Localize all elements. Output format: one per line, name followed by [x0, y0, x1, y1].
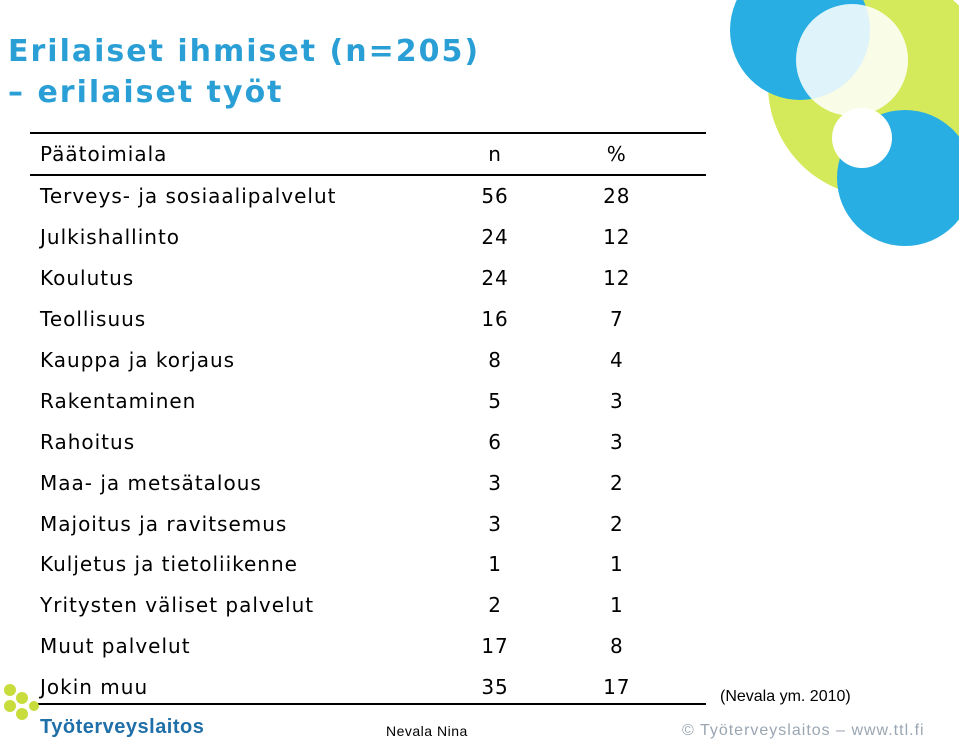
table-row: Teollisuus 16 7	[30, 299, 706, 340]
page-subtitle: – erilaiset työt	[8, 75, 284, 110]
copyright-link[interactable]: © Työterveyslaitos – www.ttl.fi	[682, 722, 925, 739]
row-percent: 4	[609, 348, 624, 372]
table-row: Jokin muu 35 17	[30, 667, 706, 708]
header-industry: Päätoimiala	[40, 142, 168, 166]
green-circle	[768, 0, 959, 197]
table-header-row: Päätoimiala n %	[30, 133, 706, 175]
table-row: Kuljetus ja tietoliikenne 1 1	[30, 544, 706, 585]
row-percent: 3	[609, 429, 624, 454]
row-name: Jokin muu	[40, 675, 149, 700]
row-percent: 1	[609, 593, 624, 618]
row-percent: 2	[609, 470, 624, 495]
row-percent: 12	[603, 266, 631, 291]
row-n: 56	[481, 184, 509, 209]
page-title: Erilaiset ihmiset (n=205)	[8, 34, 481, 69]
row-percent: 8	[609, 634, 624, 659]
row-percent: 12	[603, 225, 631, 250]
row-n: 24	[481, 266, 509, 291]
author-name: Nevala Nina	[386, 723, 468, 739]
white-overlap-circle	[796, 4, 908, 116]
row-n: 24	[481, 225, 509, 250]
row-n: 6	[488, 429, 502, 454]
row-percent: 1	[609, 552, 624, 577]
row-name: Rahoitus	[40, 429, 136, 454]
table-row: Rahoitus 6 3	[30, 421, 706, 462]
table-row: Rakentaminen 5 3	[30, 380, 706, 421]
row-name: Majoitus ja ravitsemus	[40, 511, 288, 536]
small-white-circle	[832, 108, 892, 168]
table-row: Koulutus 24 12	[30, 258, 706, 299]
row-percent: 17	[603, 675, 631, 700]
industry-table: Päätoimiala n % Terveys- ja sosiaalipalv…	[30, 132, 706, 708]
row-n: 8	[488, 348, 502, 372]
row-n: 3	[488, 470, 502, 495]
logo-text: Työterveyslaitos	[40, 716, 205, 738]
row-name: Kuljetus ja tietoliikenne	[40, 552, 298, 577]
table-row: Majoitus ja ravitsemus 3 2	[30, 503, 706, 544]
ttl-logo-icon	[4, 684, 39, 720]
row-percent: 3	[609, 388, 624, 413]
row-n: 2	[488, 593, 502, 618]
row-n: 5	[488, 388, 502, 413]
table-row: Maa- ja metsätalous 3 2	[30, 462, 706, 503]
row-percent: 7	[609, 307, 624, 332]
header-percent: %	[606, 142, 627, 166]
row-n: 3	[488, 511, 502, 536]
header-n: n	[488, 142, 502, 166]
row-name: Yritysten väliset palvelut	[40, 593, 315, 618]
row-name: Muut palvelut	[40, 634, 191, 659]
table-bottom-rule	[30, 703, 706, 705]
table-row: Muut palvelut 17 8	[30, 626, 706, 667]
row-name: Terveys- ja sosiaalipalvelut	[40, 184, 337, 209]
row-name: Julkishallinto	[40, 225, 181, 250]
row-name: Teollisuus	[40, 307, 147, 332]
row-n: 16	[481, 307, 509, 332]
source-citation: (Nevala ym. 2010)	[720, 688, 851, 705]
table-row: Terveys- ja sosiaalipalvelut 56 28	[30, 175, 706, 217]
row-n: 35	[481, 675, 509, 700]
table-row: Julkishallinto 24 12	[30, 217, 706, 258]
row-name: Koulutus	[40, 266, 135, 291]
table-row: Yritysten väliset palvelut 2 1	[30, 585, 706, 626]
row-name: Maa- ja metsätalous	[40, 470, 262, 495]
row-n: 17	[481, 634, 509, 659]
row-name: Rakentaminen	[40, 388, 197, 413]
row-n: 1	[488, 552, 502, 577]
table-row: Kauppa ja korjaus 8 4	[30, 340, 706, 381]
row-name: Kauppa ja korjaus	[40, 348, 236, 372]
small-blue-circle	[837, 110, 959, 246]
row-percent: 28	[603, 184, 631, 209]
blue-circle	[730, 0, 870, 100]
row-percent: 2	[609, 511, 624, 536]
